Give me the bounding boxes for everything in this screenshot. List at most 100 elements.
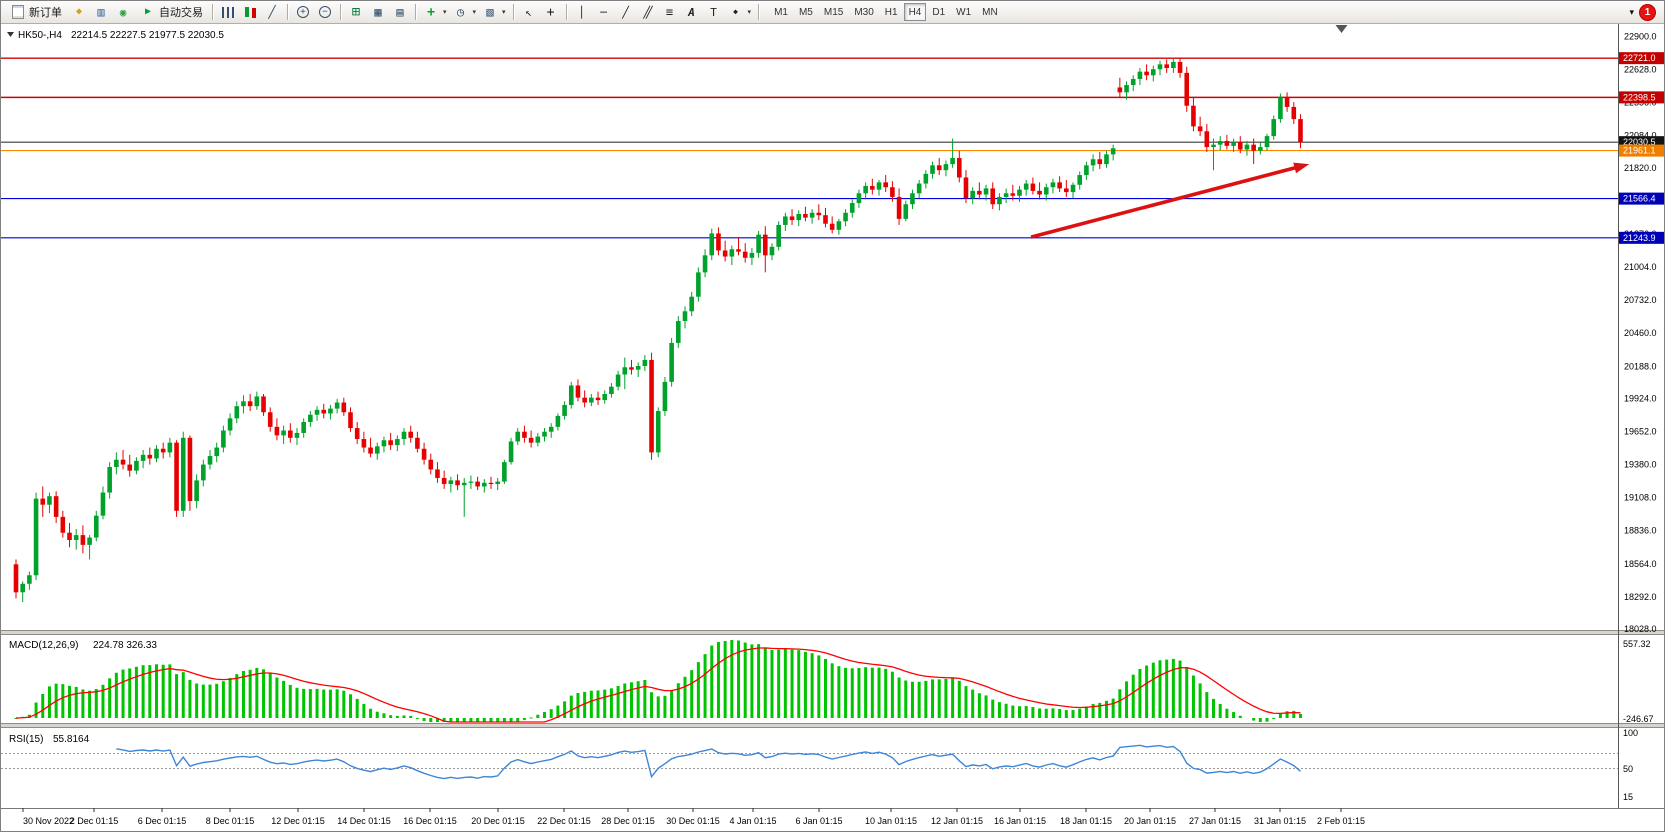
macd-histogram-bar: [844, 667, 848, 718]
tile-windows-button[interactable]: [345, 3, 367, 22]
macd-histogram-bar: [583, 691, 587, 718]
candle-body: [381, 440, 387, 447]
macd-histogram-bar: [1098, 702, 1102, 718]
macd-histogram-bar: [328, 689, 332, 718]
candle-body: [1144, 71, 1149, 76]
cursor-button[interactable]: [518, 3, 540, 22]
data-window-button[interactable]: [112, 3, 134, 22]
timeframe-w1-button[interactable]: W1: [951, 3, 976, 21]
candle-body: [535, 436, 541, 443]
trendline-button[interactable]: [615, 3, 637, 22]
macd-histogram-bar: [228, 677, 232, 718]
panel-splitter[interactable]: [1, 723, 1665, 728]
templates-button[interactable]: ▾: [479, 3, 509, 22]
macd-histogram-bar: [670, 690, 674, 718]
new-chart-button[interactable]: [68, 3, 90, 22]
candle-body: [903, 204, 909, 219]
notification-badge[interactable]: 1: [1640, 4, 1655, 20]
horizontal-line-button[interactable]: [593, 3, 615, 22]
macd-histogram-bar: [342, 690, 346, 718]
macd-histogram-bar: [1145, 665, 1149, 718]
candle-body: [702, 255, 708, 273]
candle-body: [548, 426, 554, 432]
indicators-button[interactable]: ▾: [420, 3, 450, 22]
macd-histogram-bar: [576, 692, 580, 718]
macd-histogram-bar: [195, 683, 199, 718]
candle-body: [281, 430, 286, 436]
rsi-line: [116, 744, 1301, 780]
timeframe-m1-button[interactable]: M1: [769, 3, 793, 21]
candle-body: [488, 482, 494, 485]
macd-histogram-bar: [215, 683, 219, 718]
autotrading-button[interactable]: 自动交易: [135, 3, 208, 22]
candle-body: [73, 535, 79, 540]
fibonacci-button[interactable]: [659, 3, 681, 22]
candle-body: [140, 454, 146, 461]
equidistant-channel-button[interactable]: [637, 3, 659, 22]
trend-arrow-line[interactable]: [1030, 164, 1300, 239]
macd-histogram-bar: [315, 688, 319, 718]
macd-histogram-bar: [1178, 660, 1182, 718]
candle-body: [1003, 193, 1009, 197]
macd-histogram-bar: [676, 683, 680, 718]
bar-chart-button[interactable]: [217, 3, 239, 22]
toolbar-group-arrange: [345, 3, 411, 22]
candle-body: [93, 515, 99, 538]
macd-histogram-bar: [716, 642, 720, 718]
timeframe-m15-button[interactable]: M15: [819, 3, 848, 21]
candlestick-chart-button[interactable]: [239, 3, 261, 22]
candle-body: [716, 233, 721, 251]
vertical-line-button[interactable]: [571, 3, 593, 22]
timeframe-h1-button[interactable]: H1: [880, 3, 903, 21]
macd-histogram-bar: [663, 695, 667, 718]
macd-histogram-bar: [924, 680, 928, 718]
text-button[interactable]: [681, 3, 703, 22]
timeframe-h4-button[interactable]: H4: [903, 3, 927, 21]
timeframe-mn-button[interactable]: MN: [977, 3, 1003, 21]
trend-arrow-head[interactable]: [1293, 162, 1310, 174]
timeframe-m5-button[interactable]: M5: [794, 3, 818, 21]
macd-histogram-bar: [864, 667, 868, 718]
line-chart-button[interactable]: [261, 3, 283, 22]
candle-body: [963, 177, 969, 199]
crosshair-button[interactable]: [540, 3, 562, 22]
candle-body: [120, 459, 126, 465]
macd-histogram-bar: [74, 686, 78, 718]
text-label-button[interactable]: [703, 3, 725, 22]
candle-body: [595, 397, 601, 401]
candle-body: [502, 462, 507, 482]
macd-histogram-bar: [255, 667, 259, 718]
macd-histogram-bar: [435, 718, 439, 722]
zoom-out-button[interactable]: [314, 3, 336, 22]
candle-body: [1177, 61, 1183, 73]
dropdown-arrow-icon: ▾: [472, 9, 477, 16]
candle-body: [1298, 119, 1303, 143]
toolbar-group-zoom: [292, 3, 336, 22]
shapes-button[interactable]: ▾: [725, 3, 755, 22]
toolbar-expand-icon[interactable]: ▾: [1629, 6, 1634, 17]
timeframe-m30-button[interactable]: M30: [849, 3, 878, 21]
candle-body: [1043, 187, 1049, 195]
chart-shift-marker-icon[interactable]: [1335, 25, 1348, 33]
candle-body: [308, 414, 313, 422]
one-click-trading-toggle[interactable]: [7, 32, 14, 37]
candle-body: [970, 190, 975, 199]
timeframe-d1-button[interactable]: D1: [927, 3, 950, 21]
macd-histogram-bar: [456, 718, 460, 722]
auto-arrange-button[interactable]: [367, 3, 389, 22]
new-order-button[interactable]: 新订单: [5, 3, 67, 22]
periods-button[interactable]: ▾: [450, 3, 480, 22]
macd-histogram-bar: [723, 640, 727, 718]
candle-body: [930, 165, 935, 174]
macd-histogram-bar: [302, 688, 306, 718]
panel-splitter[interactable]: [1, 630, 1665, 635]
macd-histogram-bar: [609, 688, 613, 718]
macd-histogram-bar: [476, 718, 480, 722]
zoom-in-button[interactable]: [292, 3, 314, 22]
cascade-windows-button[interactable]: [389, 3, 411, 22]
time-axis-label: 16 Dec 01:15: [403, 816, 457, 826]
profiles-button[interactable]: [90, 3, 112, 22]
candle-body: [950, 158, 955, 165]
macd-histogram-bar: [984, 695, 988, 718]
macd-histogram-bar: [1212, 698, 1216, 718]
